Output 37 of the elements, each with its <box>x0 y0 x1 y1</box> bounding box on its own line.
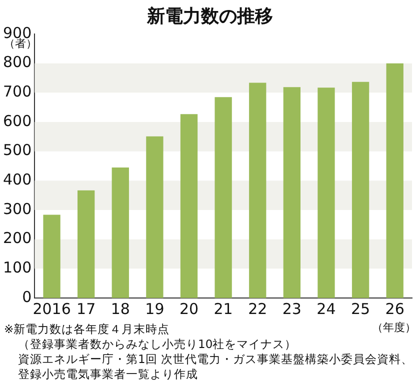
bar <box>43 214 60 298</box>
y-tick-label: 400 <box>2 170 32 189</box>
y-tick-label: 600 <box>2 112 32 130</box>
x-tick-label: 22 <box>248 300 268 318</box>
bar <box>386 63 404 298</box>
bar <box>112 167 129 298</box>
x-tick-label: 25 <box>350 300 370 318</box>
text: 登録小売電気事業者一覧より作成 <box>17 367 199 382</box>
x-tick-label: 23 <box>282 300 302 318</box>
bar <box>214 97 232 298</box>
text: ※新電力数は各年度４月末時点 <box>4 322 170 336</box>
chart-title: 新電力数の推移 <box>147 6 273 27</box>
x-tick-label: 2016 <box>32 300 71 318</box>
x-axis-title: （年度） <box>372 320 416 335</box>
y-tick-label: 500 <box>2 141 32 160</box>
x-tick-label: 21 <box>214 300 233 318</box>
x-tick-label: 20 <box>179 300 199 318</box>
x-tick-label: 17 <box>76 300 96 318</box>
y-tick-label: 100 <box>2 258 32 277</box>
bar <box>318 88 335 298</box>
y-tick-label: 0 <box>22 288 32 306</box>
bar <box>146 136 164 298</box>
bar <box>78 190 95 298</box>
y-tick-label: 700 <box>2 82 32 101</box>
x-tick-label: 18 <box>110 300 130 318</box>
bar <box>283 87 301 298</box>
x-tick-label: 19 <box>145 300 164 318</box>
y-tick-label: 300 <box>2 200 32 218</box>
x-tick-label: 24 <box>316 300 336 318</box>
bar <box>180 114 198 298</box>
y-tick-label: 200 <box>2 229 32 248</box>
bar <box>249 82 266 298</box>
x-tick-label: 26 <box>385 300 404 318</box>
text: （登録事業者数からみなし小売り10社をマイナス） <box>17 337 298 352</box>
y-tick-label: 800 <box>2 53 32 72</box>
text: 資源エネルギー庁・第1回 次世代電力・ガス事業基盤構築小委員会資料、 <box>17 352 413 367</box>
bar <box>352 82 370 298</box>
